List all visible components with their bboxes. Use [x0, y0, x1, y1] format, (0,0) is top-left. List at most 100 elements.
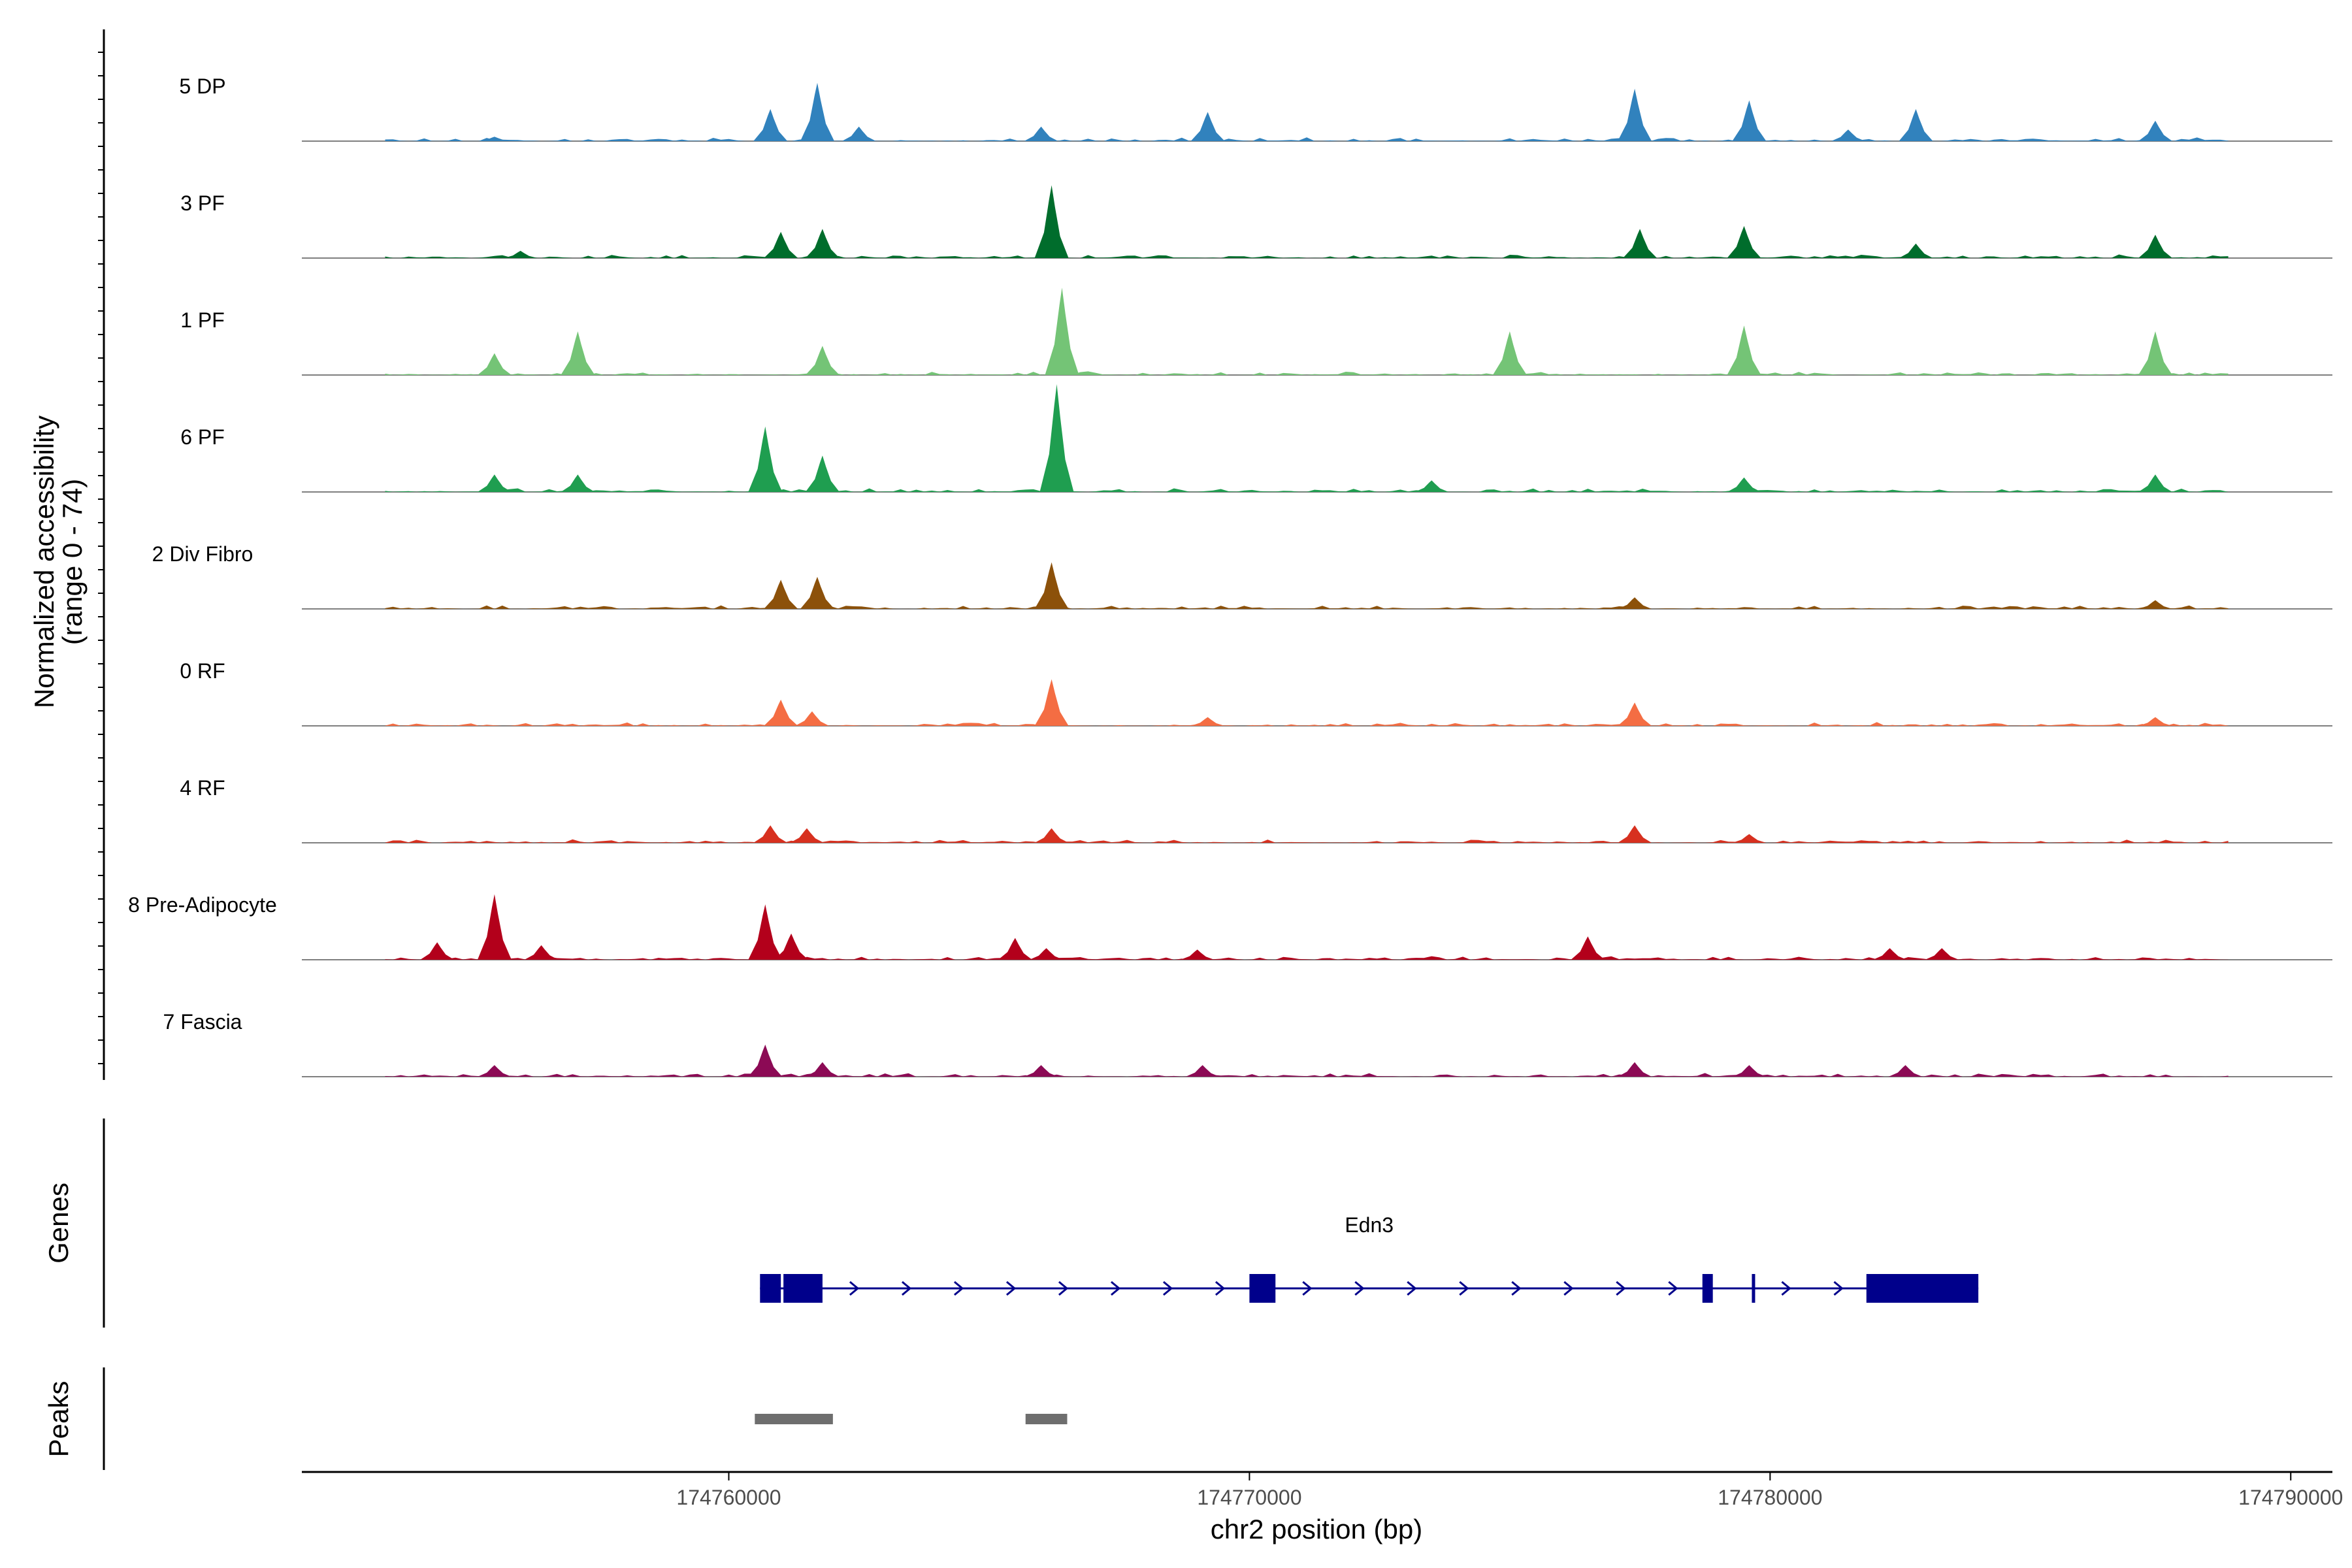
track-background-signal	[385, 605, 2229, 609]
coverage-peak	[1925, 948, 1959, 960]
gene-exon	[783, 1274, 823, 1303]
coverage-peak	[1034, 185, 1069, 258]
x-tick-label: 174760000	[676, 1486, 781, 1509]
strand-arrow-icon	[1110, 1281, 1121, 1296]
coverage-peak	[1623, 229, 1658, 258]
coverage-peak	[1029, 948, 1064, 960]
coverage-peak	[477, 1065, 512, 1077]
coverage-peak	[561, 331, 595, 375]
coverage-peak	[1732, 834, 1767, 843]
strand-arrow-icon	[1668, 1281, 1678, 1296]
gene-exon	[1249, 1274, 1276, 1303]
strand-arrow-icon	[1833, 1281, 1844, 1296]
y-axis-title: Normalized accessibility	[29, 416, 59, 708]
track-1-pf: 1 PF	[180, 287, 2332, 376]
coverage-peak	[764, 231, 798, 258]
coverage-peak	[2138, 331, 2172, 375]
track-background-signal	[385, 137, 2229, 141]
coverage-peak	[1727, 325, 1761, 375]
strand-arrow-icon	[1302, 1281, 1313, 1296]
coverage-peak	[1618, 1062, 1652, 1077]
coverage-peak	[1034, 828, 1069, 843]
coverage-tracks: 5 DP 3 PF 1 PF 6 PF 2 Div Fibro 0 RF 4 RF 8 Pre…	[128, 74, 2332, 1077]
coverage-peak	[1039, 384, 1074, 492]
track-label: 5 DP	[179, 74, 225, 98]
coverage-peak	[753, 825, 788, 843]
coverage-peak	[1045, 287, 1079, 375]
gene-label: Edn3	[1345, 1213, 1394, 1237]
peak-region	[1025, 1414, 1068, 1424]
coverage-peak	[764, 699, 798, 726]
coverage-peak	[800, 82, 834, 141]
coverage-peak	[420, 942, 455, 960]
coverage-peak	[1618, 88, 1652, 141]
gene-exon	[1752, 1274, 1756, 1303]
track-background-signal	[385, 488, 2229, 492]
peak-regions	[755, 1414, 1068, 1424]
genes-track-title: Genes	[43, 1183, 74, 1264]
coverage-peak	[1190, 112, 1225, 141]
gene-exon	[1702, 1274, 1713, 1303]
coverage-peak	[1618, 825, 1652, 843]
gene-exon	[760, 1274, 781, 1303]
strand-arrow-icon	[1459, 1281, 1469, 1296]
coverage-peak	[1831, 129, 1865, 141]
coverage-peak	[1888, 1065, 1923, 1077]
gene-exon	[1866, 1274, 1979, 1303]
coverage-peak	[2138, 717, 2172, 726]
track-8-pre-adipocyte: 8 Pre-Adipocyte	[128, 893, 2332, 960]
coverage-peak	[753, 108, 788, 141]
coverage-peak	[1618, 597, 1652, 609]
track-background-signal	[385, 371, 2229, 375]
track-label: 1 PF	[180, 308, 225, 332]
coverage-peak	[748, 904, 783, 960]
coverage-peak	[1872, 948, 1907, 960]
track-5-dp: 5 DP	[179, 74, 2332, 142]
strand-arrow-icon	[1511, 1281, 1522, 1296]
coverage-peak	[1492, 331, 1527, 375]
coverage-peak	[477, 894, 512, 960]
coverage-peak	[2138, 474, 2172, 492]
coverage-peak	[800, 576, 834, 609]
coverage-peak	[805, 455, 840, 492]
coverage-peak	[805, 346, 840, 375]
track-6-pf: 6 PF	[180, 384, 2332, 493]
track-label: 0 RF	[180, 659, 225, 683]
coverage-peak	[748, 426, 783, 492]
coverage-peak	[561, 474, 595, 492]
coverage-peak	[2138, 600, 2172, 609]
x-tick-label: 174780000	[1718, 1486, 1822, 1509]
track-background-signal	[385, 722, 2229, 726]
coverage-peak	[1727, 477, 1761, 492]
track-4-rf: 4 RF	[180, 776, 2332, 843]
strand-arrow-icon	[1407, 1281, 1417, 1296]
strand-arrow-icon	[1354, 1281, 1365, 1296]
coverage-peak	[1024, 126, 1058, 141]
x-tick-label: 174770000	[1197, 1486, 1301, 1509]
track-label: 6 PF	[180, 425, 225, 449]
track-7-fascia: 7 Fascia	[163, 1010, 2332, 1077]
coverage-peak	[1732, 100, 1767, 141]
coverage-peak	[805, 1062, 840, 1077]
y-axis-ticks	[98, 52, 104, 1064]
coverage-peak	[795, 711, 829, 726]
strand-arrow-icon	[1616, 1281, 1626, 1296]
coverage-peak	[1414, 480, 1449, 492]
gene-model	[760, 1274, 1979, 1303]
strand-arrow-icon	[953, 1281, 964, 1296]
track-label: 3 PF	[180, 191, 225, 215]
coverage-peak	[805, 229, 840, 258]
coverage-peak	[1024, 1065, 1058, 1077]
coverage-peak	[1180, 949, 1215, 960]
track-label: 7 Fascia	[163, 1010, 242, 1034]
peak-region	[755, 1414, 833, 1424]
peaks-track-title: Peaks	[43, 1381, 74, 1458]
coverage-peak	[477, 137, 512, 141]
track-background-signal	[385, 1073, 2229, 1077]
coverage-peak	[764, 580, 798, 609]
y-axis-range: (range 0 - 74)	[57, 479, 88, 645]
coverage-peak	[1571, 936, 1605, 960]
track-background-signal	[385, 254, 2229, 258]
strand-arrow-icon	[1058, 1281, 1069, 1296]
